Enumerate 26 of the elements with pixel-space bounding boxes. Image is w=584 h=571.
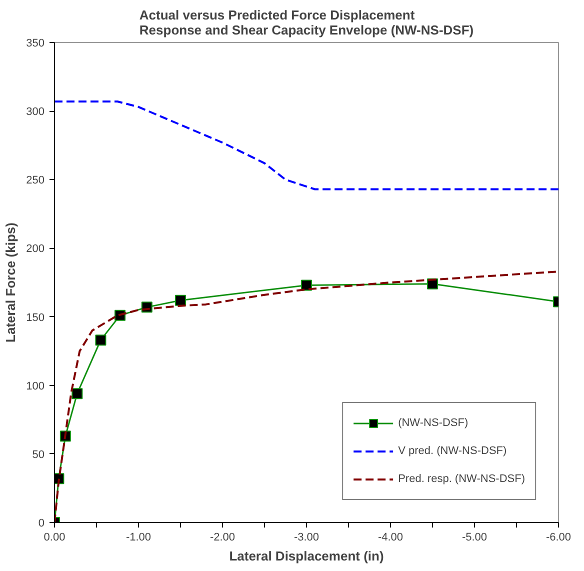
y-tick-label: 100 xyxy=(26,380,45,392)
x-axis-title: Lateral Displacement (in) xyxy=(229,548,384,564)
point xyxy=(72,388,83,400)
x-tick-label: -4.00 xyxy=(378,532,404,544)
x-tick-label: -5.00 xyxy=(462,532,488,544)
point xyxy=(301,280,312,291)
y-tick-label: 50 xyxy=(32,448,45,461)
y-tick-label: 250 xyxy=(26,174,45,187)
point xyxy=(95,334,106,346)
legend-label: V pred. (NW-NS-DSF) xyxy=(398,445,507,457)
x-tick-label: 0.00 xyxy=(44,532,66,544)
y-tick-label: 300 xyxy=(26,106,45,118)
y-axis-title: Lateral Force (kips) xyxy=(3,222,18,342)
x-tick-label: -1.00 xyxy=(126,532,152,544)
legend-label: Pred. resp. (NW-NS-DSF) xyxy=(398,473,525,485)
x-tick-label: -6.00 xyxy=(546,532,572,544)
point xyxy=(175,294,186,306)
x-tick-label: -2.00 xyxy=(210,532,236,544)
line-series xyxy=(54,100,558,190)
x-tick-label: -3.00 xyxy=(294,532,320,544)
y-tick-label: 350 xyxy=(26,38,45,50)
chart-title: Actual versus Predicted Force Displacement Response and Shear Capacity Envelope (NW-NS-DSF) xyxy=(139,8,474,38)
y-tick-label: 200 xyxy=(26,243,45,256)
legend-label: (NW-NS-DSF) xyxy=(398,417,468,429)
y-tick-label: 150 xyxy=(26,312,45,324)
y-tick-label: 0 xyxy=(38,518,45,530)
